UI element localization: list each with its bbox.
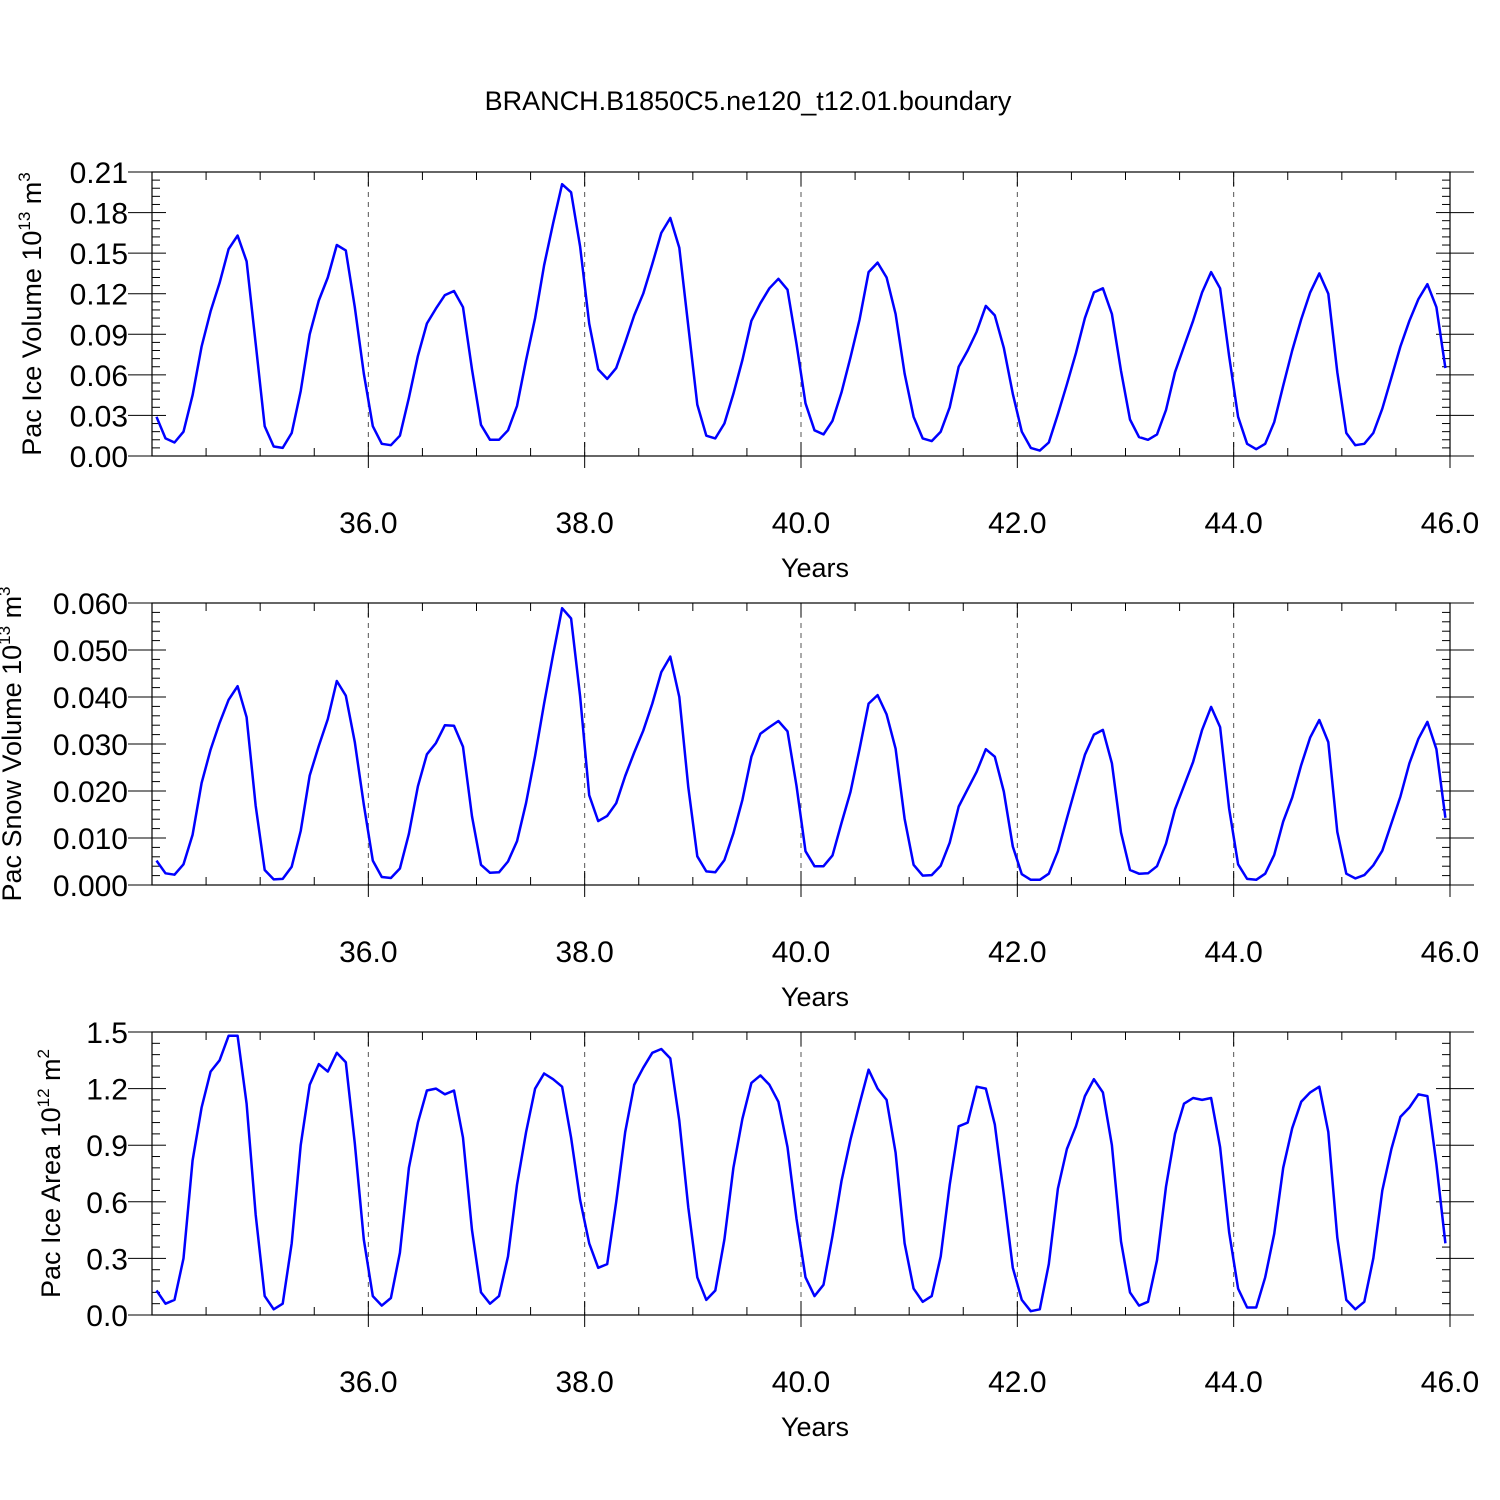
y-tick-label: 0.040: [53, 682, 128, 715]
x-tick-label: 46.0: [1421, 936, 1479, 969]
x-tick-label: 40.0: [772, 507, 830, 540]
data-series-line: [155, 1034, 1447, 1313]
y-tick-label: 0.3: [86, 1243, 128, 1276]
y-tick-label: 0.00: [70, 441, 128, 474]
y-tick-label: 0.0: [86, 1300, 128, 1333]
chart-panel-2: 36.0 38.0 40.0 42.0 44.0 46.0 0.000 0.010 0.020 0…: [0, 586, 1479, 1012]
x-tick-label: 42.0: [988, 507, 1046, 540]
x-tick-label: 42.0: [988, 936, 1046, 969]
x-tick-label: 40.0: [772, 936, 830, 969]
x-tick-label: 36.0: [339, 507, 397, 540]
x-tick-label: 38.0: [555, 1366, 613, 1399]
y-tick-label: 0.03: [70, 400, 128, 433]
x-tick-label: 44.0: [1204, 936, 1262, 969]
y-tick-label: 0.09: [70, 319, 128, 352]
chart-panel-3: 36.0 38.0 40.0 42.0 44.0 46.0 0.0 0.3 0.6 0.9 1.2 1…: [34, 1017, 1479, 1442]
y-axis-label: Pac Ice Volume 1013 m3: [15, 172, 47, 456]
data-series-line: [155, 606, 1447, 882]
data-series-line: [155, 182, 1447, 452]
x-tick-label: 46.0: [1421, 1366, 1479, 1399]
y-axis-label: Pac Ice Area 1012 m2: [34, 1049, 66, 1298]
y-tick-label: 0.06: [70, 360, 128, 393]
y-tick-label: 0.18: [70, 198, 128, 231]
x-axis-label: Years: [781, 553, 849, 583]
x-tick-label: 42.0: [988, 1366, 1046, 1399]
x-tick-label: 44.0: [1204, 1366, 1262, 1399]
x-tick-label: 46.0: [1421, 507, 1479, 540]
y-tick-label: 0.010: [53, 823, 128, 856]
x-tick-label: 40.0: [772, 1366, 830, 1399]
y-axis-label: Pac Snow Volume 1013 m3: [0, 586, 27, 901]
x-tick-label: 38.0: [555, 507, 613, 540]
x-axis-label: Years: [781, 1412, 849, 1442]
y-tick-label: 0.15: [70, 238, 128, 271]
y-tick-label: 0.6: [86, 1187, 128, 1220]
y-tick-label: 1.5: [86, 1017, 128, 1050]
chart-panel-1: 36.0 38.0 40.0 42.0 44.0 46.0 0.00 0.03 0.06 0.09…: [15, 157, 1479, 583]
x-tick-label: 38.0: [555, 936, 613, 969]
x-tick-label: 36.0: [339, 1366, 397, 1399]
x-tick-label: 36.0: [339, 936, 397, 969]
y-tick-label: 1.2: [86, 1074, 128, 1107]
y-tick-label: 0.000: [53, 870, 128, 903]
y-tick-label: 0.060: [53, 588, 128, 621]
y-tick-label: 0.050: [53, 635, 128, 668]
y-tick-label: 0.020: [53, 776, 128, 809]
y-tick-label: 0.12: [70, 279, 128, 312]
y-tick-label: 0.9: [86, 1130, 128, 1163]
y-tick-label: 0.030: [53, 729, 128, 762]
chart-title: BRANCH.B1850C5.ne120_t12.01.boundary: [485, 86, 1012, 116]
y-tick-label: 0.21: [70, 157, 128, 190]
x-axis-label: Years: [781, 982, 849, 1012]
x-tick-label: 44.0: [1204, 507, 1262, 540]
